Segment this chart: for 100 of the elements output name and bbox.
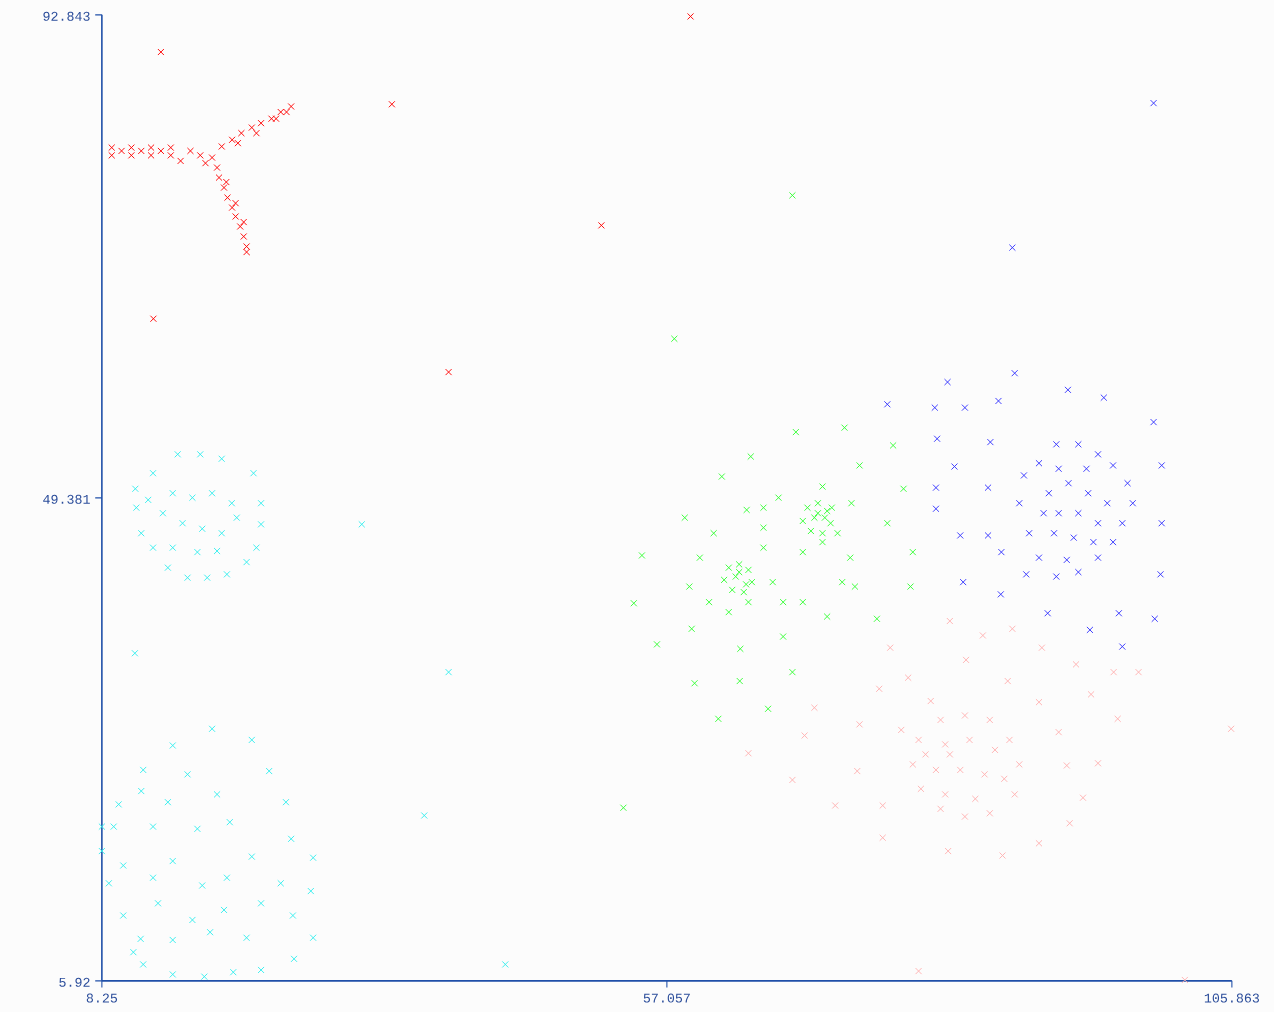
point — [1011, 790, 1019, 798]
point — [1035, 698, 1043, 706]
point — [223, 194, 231, 202]
point — [186, 147, 194, 155]
point — [147, 144, 155, 152]
point — [1000, 775, 1008, 783]
point — [915, 967, 923, 975]
point — [228, 204, 236, 212]
point — [971, 795, 979, 803]
point — [956, 766, 964, 774]
point — [981, 770, 989, 778]
point — [243, 243, 251, 250]
point — [228, 136, 236, 144]
point — [879, 802, 887, 809]
point — [232, 213, 240, 220]
point — [1087, 690, 1095, 698]
point — [157, 48, 165, 56]
point — [108, 144, 116, 152]
point — [831, 802, 839, 809]
point — [202, 159, 209, 167]
point — [1008, 625, 1016, 633]
point — [1110, 668, 1118, 676]
point — [157, 147, 165, 155]
point — [944, 847, 952, 855]
point — [961, 712, 969, 719]
x-tick-label: 105.863 — [1204, 993, 1260, 1003]
point — [1094, 759, 1102, 767]
point — [1038, 644, 1046, 652]
point — [137, 147, 145, 155]
x-tick-label: 8.25 — [86, 993, 118, 1003]
point — [147, 151, 155, 159]
point — [177, 157, 185, 165]
point — [127, 151, 135, 159]
point — [946, 750, 954, 758]
point — [1072, 660, 1080, 668]
point — [237, 129, 245, 137]
point — [904, 674, 912, 682]
point — [875, 685, 883, 693]
point — [922, 750, 930, 758]
point — [248, 124, 256, 132]
point — [937, 716, 945, 724]
point — [1004, 677, 1012, 685]
point — [788, 776, 796, 784]
point — [1181, 976, 1189, 984]
point — [127, 144, 135, 152]
point — [1063, 762, 1071, 769]
y-tick-label: 5.92 — [59, 977, 90, 987]
point — [240, 233, 248, 240]
point — [232, 199, 240, 207]
point — [272, 115, 280, 123]
point — [1055, 728, 1063, 736]
point — [961, 813, 969, 821]
point — [853, 767, 861, 775]
point — [917, 785, 925, 793]
point — [257, 119, 265, 127]
point — [215, 174, 223, 182]
point — [856, 720, 864, 728]
y-tick-label: 49.381 — [43, 494, 90, 504]
point — [1005, 736, 1013, 744]
point — [1066, 819, 1074, 827]
point — [941, 790, 949, 798]
point — [810, 704, 818, 712]
point — [213, 164, 221, 172]
y-tick-label: 92.843 — [43, 11, 90, 21]
point — [687, 12, 695, 20]
point — [167, 151, 175, 159]
point — [208, 154, 216, 162]
point — [886, 644, 894, 652]
point — [1015, 760, 1023, 768]
point — [149, 315, 157, 323]
point — [897, 726, 905, 734]
point — [979, 631, 987, 639]
point — [966, 736, 974, 744]
point — [1227, 725, 1235, 733]
x-tick-label: 57.057 — [643, 993, 690, 1003]
point — [252, 129, 260, 137]
point — [941, 740, 949, 748]
point — [222, 178, 230, 186]
point — [388, 100, 396, 108]
point — [909, 760, 917, 768]
point — [986, 716, 994, 724]
point — [196, 151, 204, 159]
point — [927, 697, 935, 705]
point — [1135, 668, 1143, 676]
point — [167, 144, 175, 152]
point — [118, 147, 126, 155]
point — [932, 766, 940, 774]
point — [1114, 715, 1122, 723]
point — [287, 102, 295, 110]
point — [220, 184, 228, 192]
point — [108, 151, 116, 159]
point — [986, 809, 994, 817]
point — [1035, 839, 1043, 847]
point — [445, 368, 453, 376]
point — [236, 223, 244, 230]
point — [879, 834, 887, 842]
point — [243, 248, 251, 256]
point — [234, 139, 242, 147]
point — [240, 218, 248, 226]
point — [218, 142, 226, 150]
